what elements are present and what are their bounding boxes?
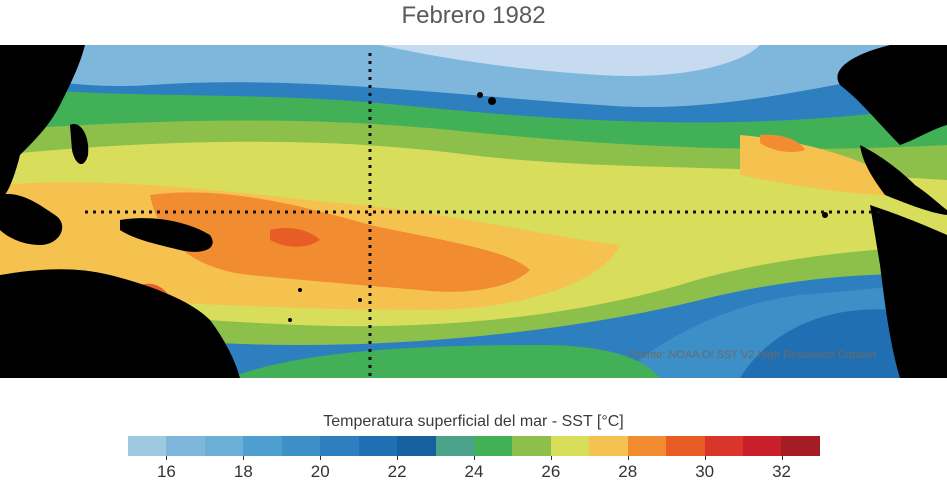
colorbar-tick xyxy=(243,456,245,460)
island-pacific-3 xyxy=(288,318,292,322)
colorbar-swatch xyxy=(397,436,436,456)
colorbar-tick-label: 28 xyxy=(618,462,638,481)
colorbar-swatch xyxy=(666,436,705,456)
colorbar-tick-label: 20 xyxy=(310,462,330,481)
australia xyxy=(0,269,240,378)
warm-pool-core xyxy=(150,192,530,292)
source-note: Fuente: NOAA OI SST V2 High Resolution D… xyxy=(628,349,877,361)
colorbar-swatch xyxy=(704,436,743,456)
colorbar-tick xyxy=(550,456,552,460)
colorbar-tick-label: 30 xyxy=(695,462,715,481)
colorbar-swatch xyxy=(743,436,782,456)
colorbar-tick-label: 16 xyxy=(156,462,176,481)
colorbar-swatch xyxy=(473,436,513,456)
colorbar-swatch xyxy=(128,436,167,456)
colorbar-tick xyxy=(166,456,168,460)
island-pacific-2 xyxy=(358,298,362,302)
asia-landmass xyxy=(0,45,85,200)
colorbar-tick xyxy=(474,456,475,460)
colorbar-title: Temperatura superficial del mar - SST [°… xyxy=(323,413,624,430)
colorbar-swatch xyxy=(320,436,359,456)
colorbar-swatch xyxy=(512,436,551,456)
colorbar-tick-label: 18 xyxy=(233,462,253,481)
colorbar-swatch xyxy=(435,436,474,456)
colorbar-tick xyxy=(781,456,783,460)
cold-north-core xyxy=(380,45,760,76)
island-pacific-1 xyxy=(298,288,302,292)
south-teal-band xyxy=(230,345,660,378)
colorbar-swatch xyxy=(627,436,667,456)
south-america xyxy=(870,205,947,378)
sst-map xyxy=(0,45,947,378)
central-america xyxy=(860,145,947,215)
colorbar-swatch xyxy=(281,436,321,456)
eastern-hot-spot xyxy=(760,134,805,153)
colorbar-tick xyxy=(704,456,706,460)
north-america xyxy=(837,45,947,145)
philippines-islands xyxy=(70,124,89,165)
colorbar-swatch xyxy=(550,436,590,456)
borneo-indonesia xyxy=(0,194,63,245)
new-guinea xyxy=(120,218,213,252)
colorbar-swatch xyxy=(781,436,820,456)
teal-band-north xyxy=(0,85,947,160)
island-hawaii-2 xyxy=(488,97,496,105)
colorbar-tick-label: 32 xyxy=(772,462,791,481)
hot-spot-1 xyxy=(270,228,320,247)
colorbar-tick-label: 26 xyxy=(541,462,561,481)
sst-map-canvas xyxy=(0,45,947,378)
colorbar-swatch xyxy=(166,436,205,456)
colorbar-swatch xyxy=(358,436,398,456)
island-hawaii xyxy=(477,92,483,98)
colorbar-tick xyxy=(320,456,322,460)
colorbar-tick xyxy=(627,456,629,460)
colorbar xyxy=(128,436,820,456)
colorbar-swatch xyxy=(243,436,282,456)
colorbar-ticks: 16 18 20 22 24 26 28 30 32 xyxy=(0,456,947,481)
colorbar-tick-label: 22 xyxy=(387,462,407,481)
colorbar-tick xyxy=(397,456,399,460)
colorbar-swatch xyxy=(589,436,628,456)
colorbar-tick-label: 24 xyxy=(464,462,484,481)
colorbar-swatch xyxy=(204,436,244,456)
map-title: Febrero 1982 xyxy=(401,2,546,29)
